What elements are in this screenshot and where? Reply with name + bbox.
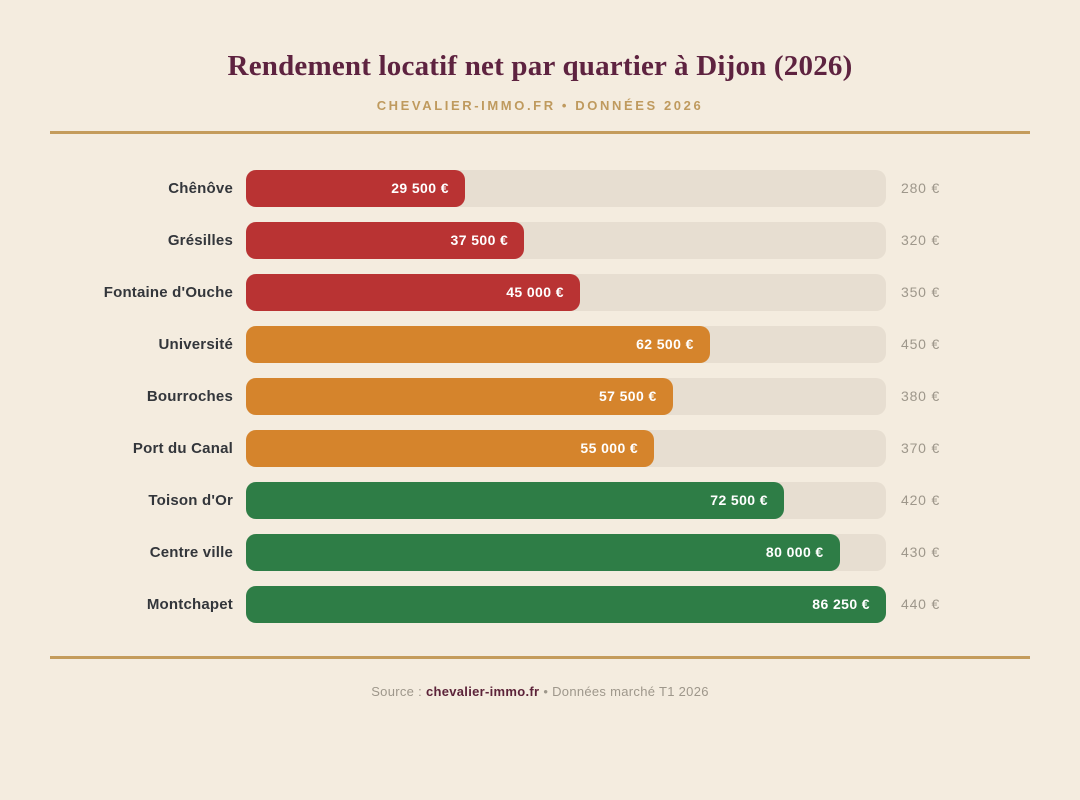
bar-row: Fontaine d'Ouche 45 000 € 350 € xyxy=(50,266,1030,318)
bar-track: 80 000 € xyxy=(246,533,886,571)
category-label: Université xyxy=(158,335,233,353)
top-divider xyxy=(50,131,1030,135)
secondary-value-label: 430 € xyxy=(901,544,941,561)
bar-value-label: 80 000 € xyxy=(765,544,824,561)
bar-value-label: 37 500 € xyxy=(450,232,509,249)
bar-track: 62 500 € xyxy=(246,325,886,363)
category-label: Grésilles xyxy=(167,231,233,249)
bar-track: 45 000 € xyxy=(246,273,886,311)
bottom-divider xyxy=(50,656,1030,660)
secondary-value-label: 350 € xyxy=(901,284,941,301)
source-suffix: • Données marché T1 2026 xyxy=(539,684,709,700)
category-label: Centre ville xyxy=(149,543,233,561)
bar: 55 000 € xyxy=(246,429,655,467)
bar: 57 500 € xyxy=(246,377,673,415)
page-subtitle: CHEVALIER-IMMO.FR • DONNÉES 2026 xyxy=(376,98,704,114)
chart-header: Rendement locatif net par quartier à Dij… xyxy=(0,0,1080,135)
bar: 72 500 € xyxy=(246,481,784,519)
bar-value-label: 86 250 € xyxy=(812,596,870,613)
bar-value-label: 72 500 € xyxy=(710,492,768,509)
chart-footer: Source : chevalier-immo.fr • Données mar… xyxy=(0,656,1080,699)
bar: 29 500 € xyxy=(246,169,465,207)
bar: 80 000 € xyxy=(246,533,840,571)
bar-row: Grésilles 37 500 € 320 € xyxy=(50,214,1030,266)
bar-row: Port du Canal 55 000 € 370 € xyxy=(50,422,1030,474)
category-label: Montchapet xyxy=(146,595,233,613)
bar-track: 72 500 € xyxy=(246,481,886,519)
secondary-value-label: 440 € xyxy=(901,596,941,613)
category-label: Bourroches xyxy=(146,387,233,405)
bar-track: 57 500 € xyxy=(246,377,886,415)
bar-value-label: 29 500 € xyxy=(391,180,449,197)
source-note: Source : chevalier-immo.fr • Données mar… xyxy=(0,684,1080,699)
category-label: Fontaine d'Ouche xyxy=(103,283,233,301)
bar-track: 37 500 € xyxy=(246,221,886,259)
secondary-value-label: 320 € xyxy=(901,232,941,249)
source-prefix: Source : xyxy=(371,684,426,700)
bar-row: Toison d'Or 72 500 € 420 € xyxy=(50,474,1030,526)
bar-chart: Chênôve 29 500 € 280 € Grésilles 37 500 € 320… xyxy=(50,162,1030,630)
secondary-value-label: 420 € xyxy=(901,492,941,509)
secondary-value-label: 450 € xyxy=(901,336,941,353)
secondary-value-label: 370 € xyxy=(901,440,941,457)
bar: 86 250 € xyxy=(246,585,886,623)
secondary-value-label: 380 € xyxy=(901,388,941,405)
category-label: Chênôve xyxy=(168,179,233,197)
category-label: Port du Canal xyxy=(132,439,233,457)
bar-value-label: 62 500 € xyxy=(636,336,694,353)
bar-track: 29 500 € xyxy=(246,169,886,207)
category-label: Toison d'Or xyxy=(148,491,233,509)
bar-row: Bourroches 57 500 € 380 € xyxy=(50,370,1030,422)
bar: 37 500 € xyxy=(246,221,525,259)
bar-value-label: 45 000 € xyxy=(506,284,564,301)
bar-row: Université 62 500 € 450 € xyxy=(50,318,1030,370)
bar-value-label: 55 000 € xyxy=(580,440,639,457)
bar-row: Chênôve 29 500 € 280 € xyxy=(50,162,1030,214)
bar-row: Montchapet 86 250 € 440 € xyxy=(50,578,1030,630)
bar: 62 500 € xyxy=(246,325,710,363)
bar-value-label: 57 500 € xyxy=(598,388,657,405)
secondary-value-label: 280 € xyxy=(901,180,941,197)
page-title: Rendement locatif net par quartier à Dij… xyxy=(227,50,853,82)
source-name: chevalier-immo.fr xyxy=(425,684,540,700)
bar-row: Centre ville 80 000 € 430 € xyxy=(50,526,1030,578)
bar: 45 000 € xyxy=(246,273,580,311)
bar-track: 55 000 € xyxy=(246,429,886,467)
bar-track: 86 250 € xyxy=(246,585,886,623)
